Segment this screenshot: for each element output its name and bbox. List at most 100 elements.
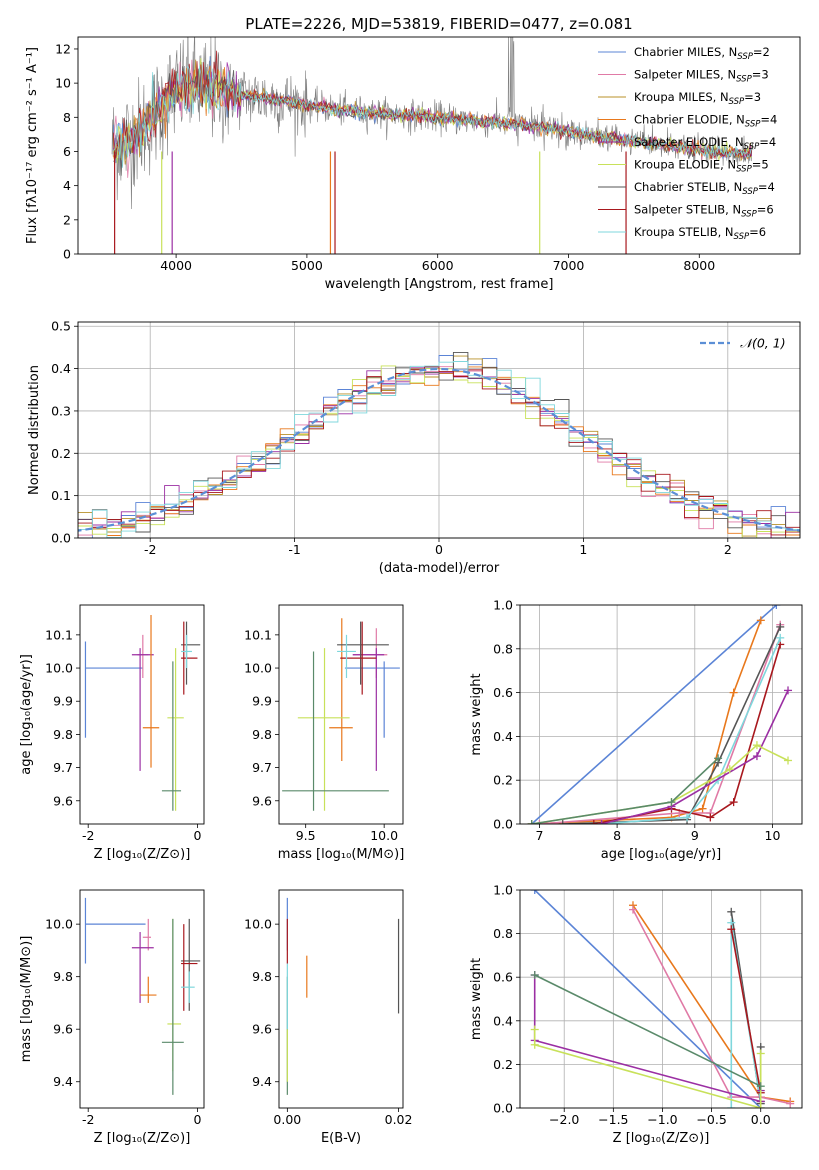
legend-label: Chabrier MILES, NSSP=2 <box>634 45 770 62</box>
chart-weight-vs-age: 7 8 9 10 0.0 0.2 0.4 0.6 0.8 1.0 age [log₁₀(age/yr… <box>469 598 803 862</box>
series-marker <box>698 804 707 813</box>
series-marker <box>756 1104 765 1108</box>
y-axis-label: Flux [fλ10⁻¹⁷ erg cm⁻² s⁻¹ A⁻¹] <box>25 47 40 244</box>
series-line <box>531 744 789 824</box>
y-tick-label: 0.4 <box>493 729 513 744</box>
plot-frame <box>79 604 205 825</box>
series-marker <box>756 1049 765 1058</box>
data-point <box>84 897 146 964</box>
legend-label: Kroupa ELODIE, NSSP=5 <box>634 158 769 175</box>
series-marker <box>725 765 734 774</box>
x-axis-label: wavelength [Angstrom, rest frame] <box>325 277 554 292</box>
y-tick-label: 9.4 <box>252 1074 272 1089</box>
legend-label: Chabrier STELIB, NSSP=4 <box>634 180 775 197</box>
series-marker <box>776 633 785 642</box>
spectrum-model-line <box>113 65 752 168</box>
x-tick-label: 7 <box>535 828 543 843</box>
x-tick-label: 6000 <box>422 258 454 273</box>
y-tick-label: 6 <box>63 144 71 159</box>
series-marker <box>784 756 793 765</box>
y-tick-label: 9.9 <box>252 694 272 709</box>
y-tick-label: 1.0 <box>493 598 513 613</box>
chart-mass-vs-Z: -2 0 9.4 9.6 9.8 10.0 Z [log₁₀(Z/Z⊙)] mass [log… <box>19 889 205 1146</box>
errorbar-plot-area <box>286 897 400 1095</box>
series-marker <box>727 907 736 916</box>
series-line <box>601 690 789 824</box>
data-point <box>131 648 154 771</box>
series-marker <box>530 1040 539 1049</box>
x-tick-label: 10 <box>765 828 781 843</box>
x-tick-label: -2 <box>82 828 94 843</box>
x-axis-label: (data-model)/error <box>379 561 500 576</box>
data-point <box>140 976 157 1003</box>
weight-plot-area <box>527 605 793 824</box>
x-tick-label: -2 <box>144 542 156 557</box>
data-point <box>297 648 350 811</box>
data-point <box>329 618 353 761</box>
y-tick-label: 0 <box>63 247 71 262</box>
data-point <box>84 641 143 738</box>
series-marker <box>729 688 738 697</box>
chart-residuals: -2 -1 0 1 2 0.0 0.1 0.2 0.3 0.4 0.5 (data-model)/er… <box>27 319 801 576</box>
series-line <box>534 890 762 1108</box>
chart-age-vs-Z: -2 0 9.6 9.7 9.8 9.9 10.0 10.1 Z [log₁₀(Z/Z⊙)] ag… <box>19 604 205 862</box>
y-axis-label: Normed distribution <box>27 365 42 495</box>
y-tick-label: 0.0 <box>493 817 513 832</box>
x-tick-label: 0.02 <box>385 1112 413 1127</box>
y-axis-label: mass weight <box>469 958 484 1040</box>
x-tick-label: 0.00 <box>273 1112 301 1127</box>
series-marker <box>752 752 761 761</box>
legend: Chabrier MILES, NSSP=2 Salpeter MILES, NS… <box>598 45 777 242</box>
y-tick-label: 0.8 <box>493 641 513 656</box>
histogram-step <box>78 361 800 538</box>
x-tick-label: 0 <box>435 542 443 557</box>
x-tick-label: 0.0 <box>751 1112 771 1127</box>
errorbar-plot-area <box>84 614 201 811</box>
spectrum-model-line <box>112 50 752 167</box>
series-marker <box>628 905 637 914</box>
series-marker <box>772 605 781 609</box>
x-axis-label: Z [log₁₀(Z/Z⊙)] <box>94 1131 191 1146</box>
x-tick-label: 1 <box>579 542 587 557</box>
series-line <box>539 624 781 824</box>
y-tick-label: 2 <box>63 212 71 227</box>
y-tick-label: 9.6 <box>53 793 73 808</box>
x-tick-label: -1 <box>288 542 300 557</box>
legend-label: Kroupa STELIB, NSSP=6 <box>634 225 766 242</box>
data-point <box>340 621 377 695</box>
plot-frame <box>519 604 803 825</box>
x-tick-label: −1.0 <box>647 1112 677 1127</box>
data-point <box>181 621 198 695</box>
y-tick-label: 0.8 <box>493 926 513 941</box>
series-marker <box>589 820 598 824</box>
legend-label: 𝒩(0, 1) <box>740 336 786 351</box>
data-point <box>142 918 152 951</box>
y-tick-label: 10.0 <box>45 917 73 932</box>
x-axis-label: Z [log₁₀(Z/Z⊙)] <box>94 847 191 862</box>
series-marker <box>667 798 676 807</box>
x-tick-label: 8 <box>613 828 621 843</box>
data-point <box>142 614 160 768</box>
x-axis-label: mass [log₁₀(M/M⊙)] <box>278 847 405 862</box>
y-tick-label: 0.0 <box>493 1101 513 1116</box>
y-axis-label: mass [log₁₀(M/M⊙)] <box>19 936 34 1063</box>
y-tick-label: 4 <box>63 178 71 193</box>
y-tick-label: 0.2 <box>493 773 513 788</box>
series-line <box>533 975 762 1103</box>
series-marker <box>530 971 539 980</box>
y-tick-label: 0.3 <box>51 403 71 418</box>
series-marker <box>784 686 793 695</box>
x-tick-label: 0 <box>193 828 201 843</box>
data-point <box>167 918 182 1072</box>
series-marker <box>727 1104 736 1108</box>
legend-label: Kroupa MILES, NSSP=3 <box>634 90 761 107</box>
data-point <box>344 661 400 738</box>
y-tick-label: 0.5 <box>51 319 71 334</box>
series-line <box>531 605 777 824</box>
histogram-step <box>78 366 800 538</box>
data-point <box>137 634 149 678</box>
data-point <box>181 924 198 1011</box>
y-tick-label: 8 <box>63 110 71 125</box>
series-line <box>601 637 781 824</box>
